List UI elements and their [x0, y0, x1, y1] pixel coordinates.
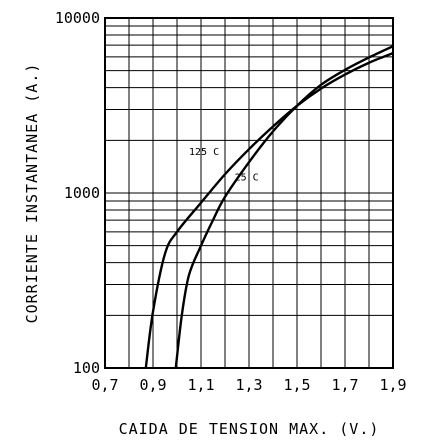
series-labels: 125 C 25 C [189, 147, 259, 183]
y-tick-label: 100 [73, 359, 100, 377]
series-label-text: 125 C [189, 147, 219, 158]
x-tick-label: 1,3 [235, 376, 262, 394]
x-tick-label: 1,5 [283, 376, 310, 394]
y-tick-labels: 10000 1000 100 [55, 9, 100, 377]
x-tick-label: 0,9 [139, 376, 166, 394]
y-tick-label: 10000 [55, 9, 100, 27]
x-tick-label: 0,7 [91, 376, 118, 394]
x-tick-labels: 0,7 0,9 1,1 1,3 1,5 1,7 1,9 [91, 376, 406, 394]
plot-frame [104, 17, 394, 369]
x-tick-label: 1,9 [379, 376, 406, 394]
y-axis-title: CORRIENTE INSTANTANEA (A.) [23, 63, 41, 324]
chart-series [144, 45, 394, 369]
series-line-125-c [144, 52, 394, 369]
chart-grid [105, 18, 393, 368]
series-line-25-c [174, 45, 394, 369]
x-tick-label: 1,1 [187, 376, 214, 394]
x-tick-label: 1,7 [331, 376, 358, 394]
y-tick-label: 1000 [64, 184, 100, 202]
x-axis-title: CAIDA DE TENSION MAX. (V.) [119, 420, 380, 438]
series-label-text: 25 C [235, 172, 259, 183]
